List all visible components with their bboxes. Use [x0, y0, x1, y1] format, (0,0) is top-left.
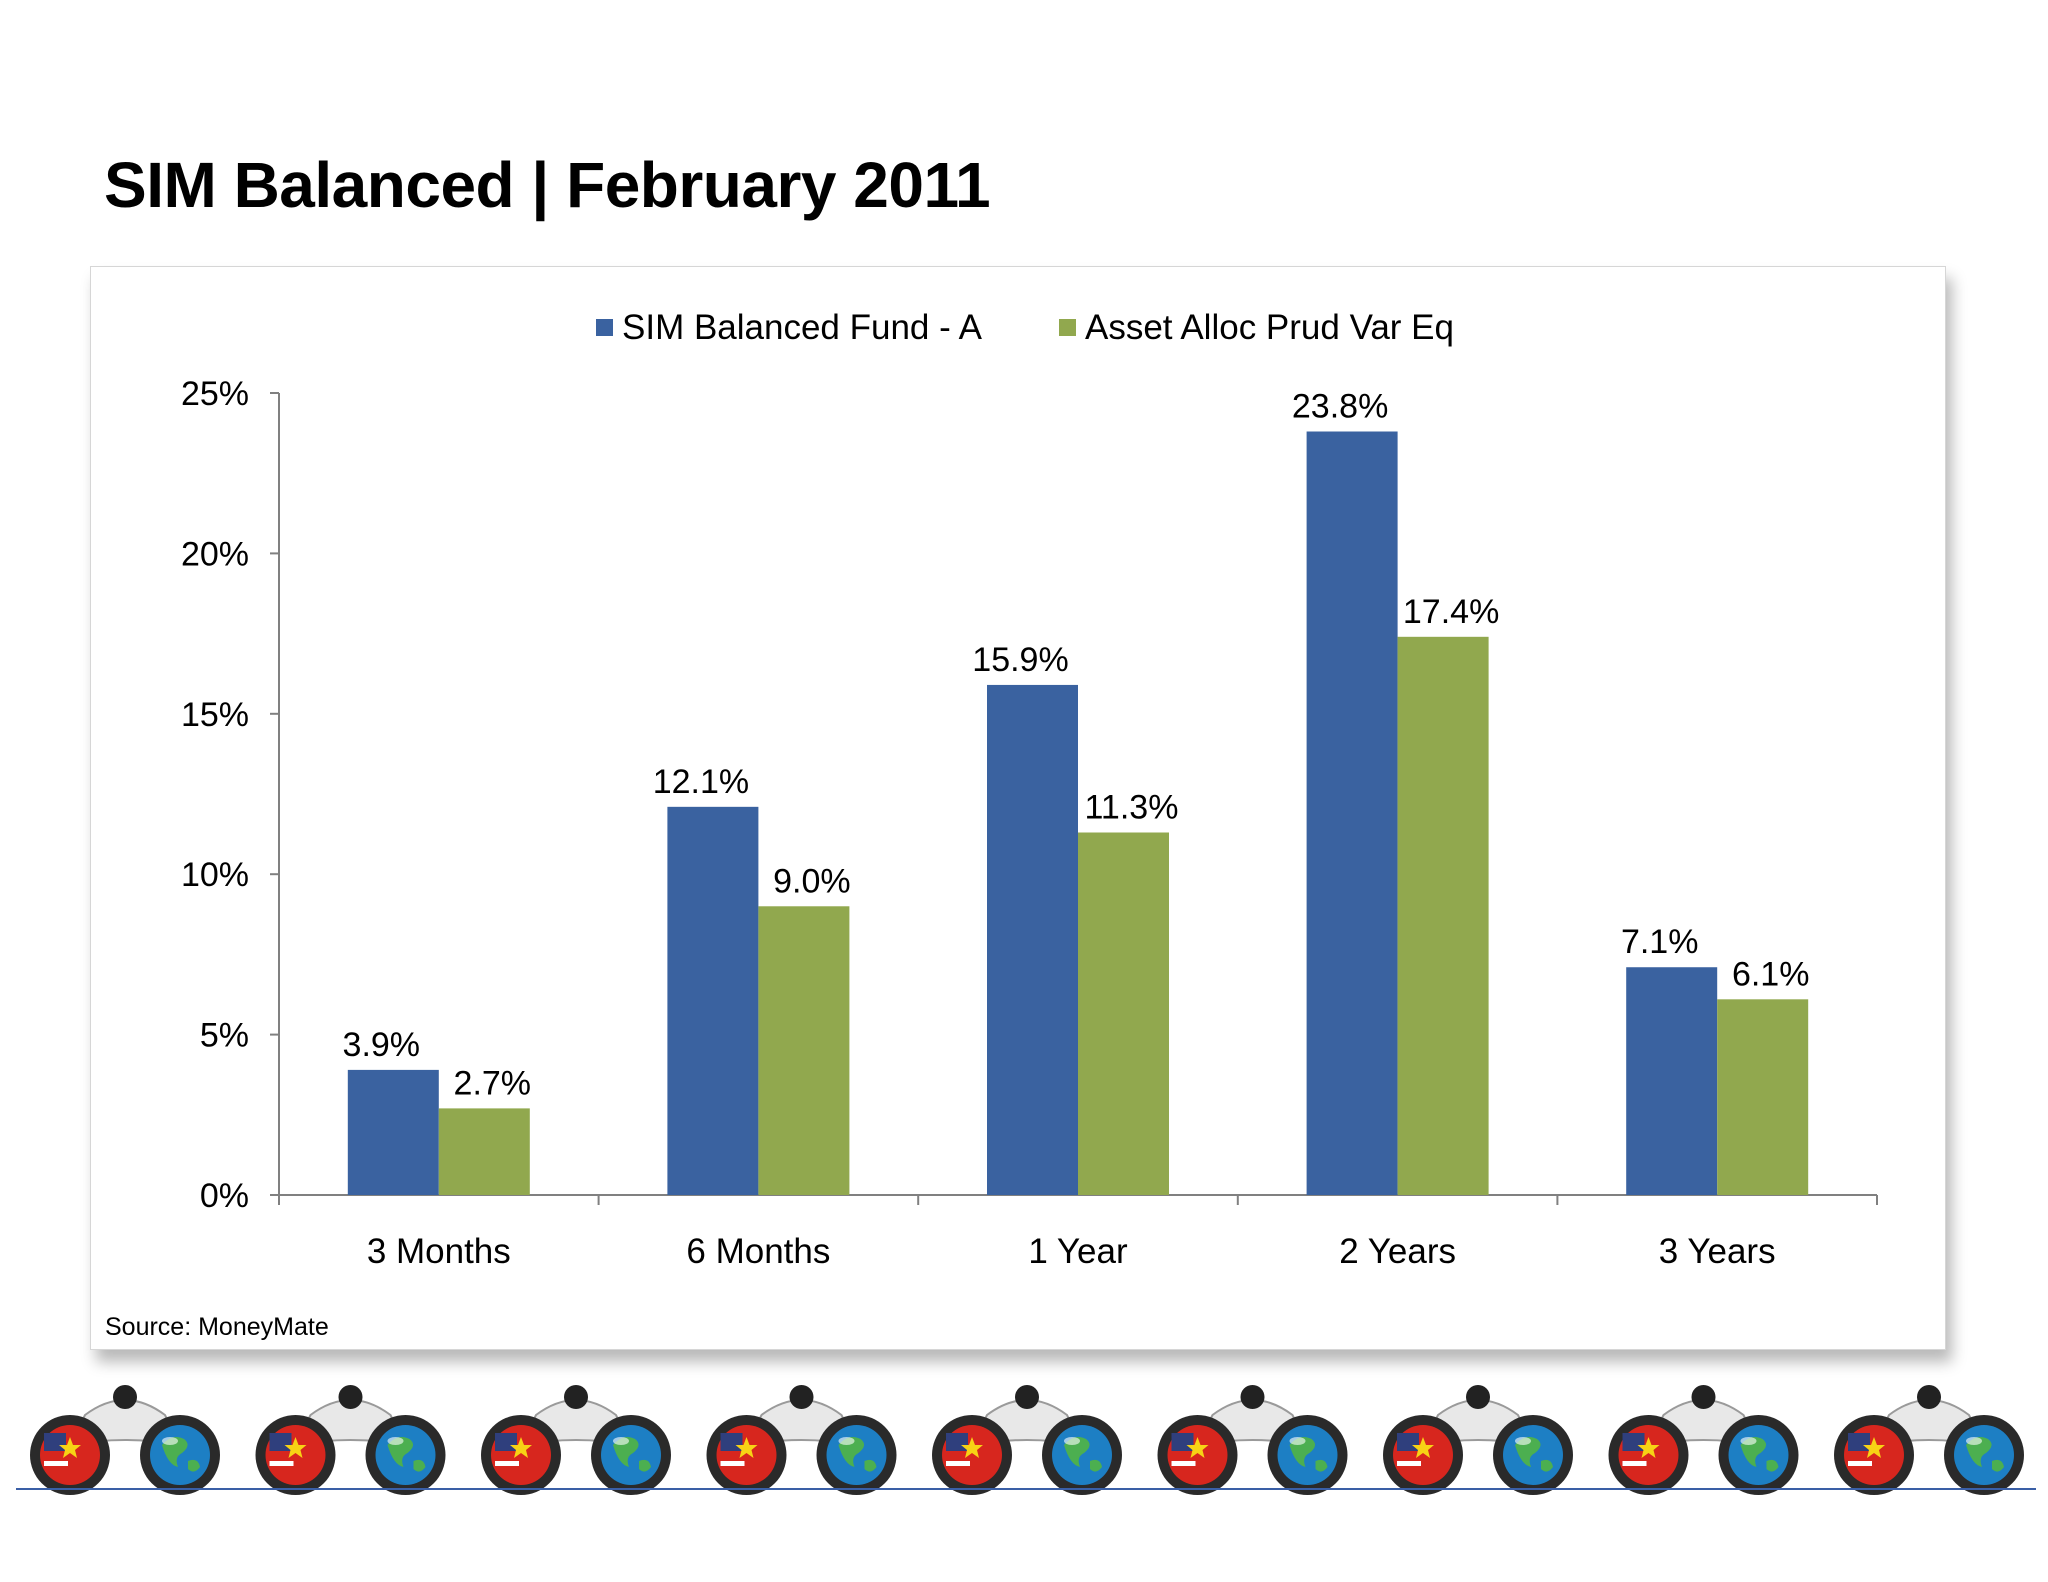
- data-label: 11.3%: [1085, 788, 1179, 826]
- legend-swatch-2: [1059, 319, 1076, 336]
- y-tick-label: 5%: [200, 1017, 249, 1055]
- data-label: 17.4%: [1403, 593, 1499, 631]
- source-note: Source: MoneyMate: [105, 1313, 329, 1341]
- bar-series2: [1397, 636, 1489, 1195]
- binoculars-flag-globe-icon: [255, 1385, 446, 1495]
- binoculars-flag-globe-icon: [1834, 1385, 2024, 1495]
- bar-series2: [1078, 832, 1169, 1195]
- x-tick-label: 6 Months: [686, 1232, 830, 1271]
- x-tick-label: 3 Years: [1659, 1232, 1776, 1271]
- bar-chart: 0% 5% 10% 15% 20% 25% 3.9% 2.7% 3 Months 12.1% 9.0…: [181, 308, 1878, 1271]
- legend-label-1: SIM Balanced Fund - A: [622, 308, 983, 347]
- data-label: 23.8%: [1292, 387, 1388, 425]
- binoculars-flag-globe-icon: [30, 1385, 220, 1495]
- footer-decoration: [0, 1375, 2048, 1497]
- x-tick-label: 1 Year: [1028, 1232, 1128, 1271]
- y-tick-label: 15%: [181, 696, 249, 734]
- binoculars-flag-globe-icon: [706, 1385, 897, 1495]
- chart-panel: 0% 5% 10% 15% 20% 25% 3.9% 2.7% 3 Months 12.1% 9.0…: [90, 266, 1946, 1350]
- data-label: 15.9%: [972, 641, 1068, 679]
- binoculars-flag-globe-icon: [932, 1385, 1122, 1495]
- legend-swatch-1: [596, 319, 613, 336]
- data-label: 7.1%: [1621, 923, 1699, 961]
- bar-series1: [347, 1069, 439, 1195]
- bar-series1: [667, 806, 759, 1195]
- page-title: SIM Balanced | February 2011: [104, 149, 991, 221]
- data-label: 3.9%: [343, 1026, 421, 1064]
- bar-series2: [438, 1108, 530, 1195]
- y-tick-label: 0%: [200, 1177, 249, 1215]
- bar-series1: [1626, 967, 1718, 1195]
- footer-divider: [16, 1488, 2036, 1490]
- binoculars-flag-globe-icon: [1383, 1385, 1573, 1495]
- bar-series1: [987, 684, 1078, 1195]
- binoculars-flag-globe-icon: [1608, 1385, 1799, 1495]
- data-label: 6.1%: [1732, 955, 1810, 993]
- y-tick-label: 10%: [181, 856, 249, 894]
- bar-series2: [758, 906, 850, 1195]
- y-tick-label: 25%: [181, 375, 249, 413]
- data-label: 12.1%: [653, 763, 749, 801]
- data-label: 2.7%: [454, 1064, 532, 1102]
- x-tick-label: 3 Months: [367, 1232, 511, 1271]
- bar-series1: [1306, 431, 1398, 1196]
- binoculars-flag-globe-icon: [481, 1385, 671, 1495]
- binoculars-flag-globe-icon: [1157, 1385, 1348, 1495]
- data-label: 9.0%: [773, 862, 851, 900]
- y-tick-label: 20%: [181, 535, 249, 573]
- bar-series2: [1717, 999, 1809, 1195]
- legend-label-2: Asset Alloc Prud Var Eq: [1085, 308, 1454, 347]
- x-tick-label: 2 Years: [1339, 1232, 1456, 1271]
